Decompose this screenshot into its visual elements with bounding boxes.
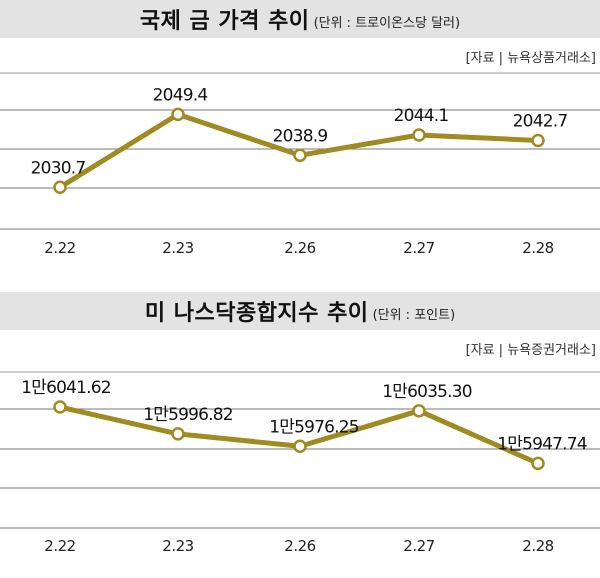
x-tick-label: 2.27 <box>403 239 434 257</box>
data-point-marker <box>171 427 185 441</box>
nasdaq-chart-unit: (단위 : 포인트) <box>372 308 456 323</box>
gold-price-chart-panel: 국제 금 가격 추이 (단위 : 트로이온스당 달러) [자료 | 뉴욕상품거래… <box>0 0 600 257</box>
data-point-marker <box>293 439 307 453</box>
x-tick-label: 2.26 <box>284 537 315 555</box>
nasdaq-chart-source: [자료 | 뉴욕증권거래소] <box>465 343 596 358</box>
gold-chart-source: [자료 | 뉴욕상품거래소] <box>465 51 596 66</box>
data-label: 2049.4 <box>153 85 208 105</box>
data-point-marker <box>293 148 307 163</box>
x-tick-label: 2.27 <box>403 537 434 555</box>
nasdaq-index-chart-panel: 미 나스닥종합지수 추이 (단위 : 포인트) [자료 | 뉴욕증권거래소] 1… <box>0 292 600 578</box>
data-point-marker <box>531 133 545 148</box>
x-tick-label: 2.22 <box>44 537 75 555</box>
x-tick-label: 2.23 <box>162 239 193 257</box>
x-tick-label: 2.28 <box>522 239 553 257</box>
data-label: 2044.1 <box>394 106 449 126</box>
data-point-marker <box>53 400 67 414</box>
gold-chart-title-bar: 국제 금 가격 추이 (단위 : 트로이온스당 달러) <box>0 0 600 38</box>
gold-chart-title: 국제 금 가격 추이 <box>139 9 310 34</box>
data-label: 1만6041.62 <box>21 378 111 398</box>
data-label: 1만5996.82 <box>143 405 233 425</box>
gold-price-line-chart: 2030.7 2.22 2049.4 2.23 2038.9 2.26 2044.1 2.27… <box>0 72 600 257</box>
data-label: 2030.7 <box>31 158 86 178</box>
data-point-marker <box>412 128 426 142</box>
nasdaq-chart-title-bar: 미 나스닥종합지수 추이 (단위 : 포인트) <box>0 292 600 330</box>
nasdaq-index-line-chart: 1만6041.62 2.22 1만5996.82 2.23 1만5976.25 2.26 1… <box>0 371 600 555</box>
data-point-marker <box>531 456 545 471</box>
data-point-marker <box>412 404 426 418</box>
data-label: 2038.9 <box>273 126 328 146</box>
data-label: 1만5976.25 <box>269 417 359 437</box>
data-label: 1만6035.30 <box>382 382 472 402</box>
x-tick-label: 2.23 <box>162 537 193 555</box>
nasdaq-chart-title: 미 나스닥종합지수 추이 <box>144 301 369 326</box>
x-tick-label: 2.28 <box>522 537 553 555</box>
x-tick-label: 2.26 <box>284 239 315 257</box>
data-label: 1만5947.74 <box>497 434 587 454</box>
data-label: 2042.7 <box>513 111 568 131</box>
data-point-marker <box>53 180 67 195</box>
gold-chart-unit: (단위 : 트로이온스당 달러) <box>313 16 461 31</box>
data-point-marker <box>171 107 185 122</box>
x-tick-label: 2.22 <box>44 239 75 257</box>
